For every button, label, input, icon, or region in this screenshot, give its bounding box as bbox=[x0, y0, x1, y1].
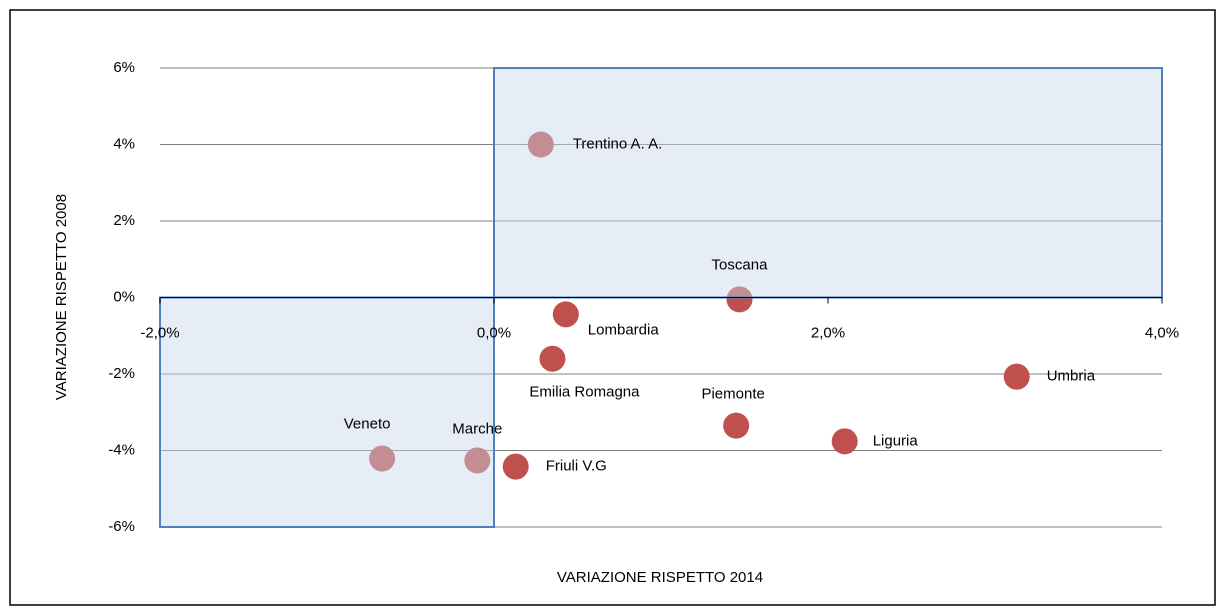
point-label: Lombardia bbox=[588, 321, 660, 338]
y-tick-label: 6% bbox=[113, 59, 135, 76]
point bbox=[552, 301, 579, 328]
point-label: Emilia Romagna bbox=[529, 384, 640, 401]
y-tick-label: 0% bbox=[113, 288, 135, 305]
frame bbox=[9, 9, 1216, 606]
point-label: Marche bbox=[452, 420, 502, 437]
point bbox=[369, 445, 396, 472]
point-label: Piemonte bbox=[701, 386, 764, 403]
point-label: Umbria bbox=[1047, 368, 1096, 385]
point bbox=[1003, 363, 1030, 390]
quadrant-box bbox=[493, 67, 1163, 299]
point-label: Friuli V.G bbox=[546, 458, 607, 475]
x-tick-label: 4,0% bbox=[1145, 324, 1179, 341]
point-label: Veneto bbox=[344, 416, 391, 433]
y-tick-label: 2% bbox=[113, 212, 135, 229]
point bbox=[502, 453, 529, 480]
point bbox=[726, 286, 753, 313]
point bbox=[831, 428, 858, 455]
y-tick-label: 4% bbox=[113, 135, 135, 152]
y-tick-label: -6% bbox=[108, 518, 135, 535]
point bbox=[527, 131, 554, 158]
y-tick-label: -2% bbox=[108, 365, 135, 382]
y-axis-label: VARIAZIONE RISPETTO 2008 bbox=[53, 194, 70, 400]
point bbox=[464, 447, 491, 474]
x-axis-label: VARIAZIONE RISPETTO 2014 bbox=[557, 569, 763, 586]
quadrant-box bbox=[159, 296, 495, 528]
point bbox=[539, 345, 566, 372]
point-label: Liguria bbox=[873, 432, 919, 449]
y-tick-label: -4% bbox=[108, 441, 135, 458]
x-tick-label: 0,0% bbox=[477, 324, 511, 341]
point-label: Toscana bbox=[712, 256, 769, 273]
point bbox=[723, 412, 750, 439]
x-tick-label: 2,0% bbox=[811, 324, 845, 341]
point-label: Trentino A. A. bbox=[573, 135, 663, 152]
x-tick-label: -2,0% bbox=[140, 324, 179, 341]
